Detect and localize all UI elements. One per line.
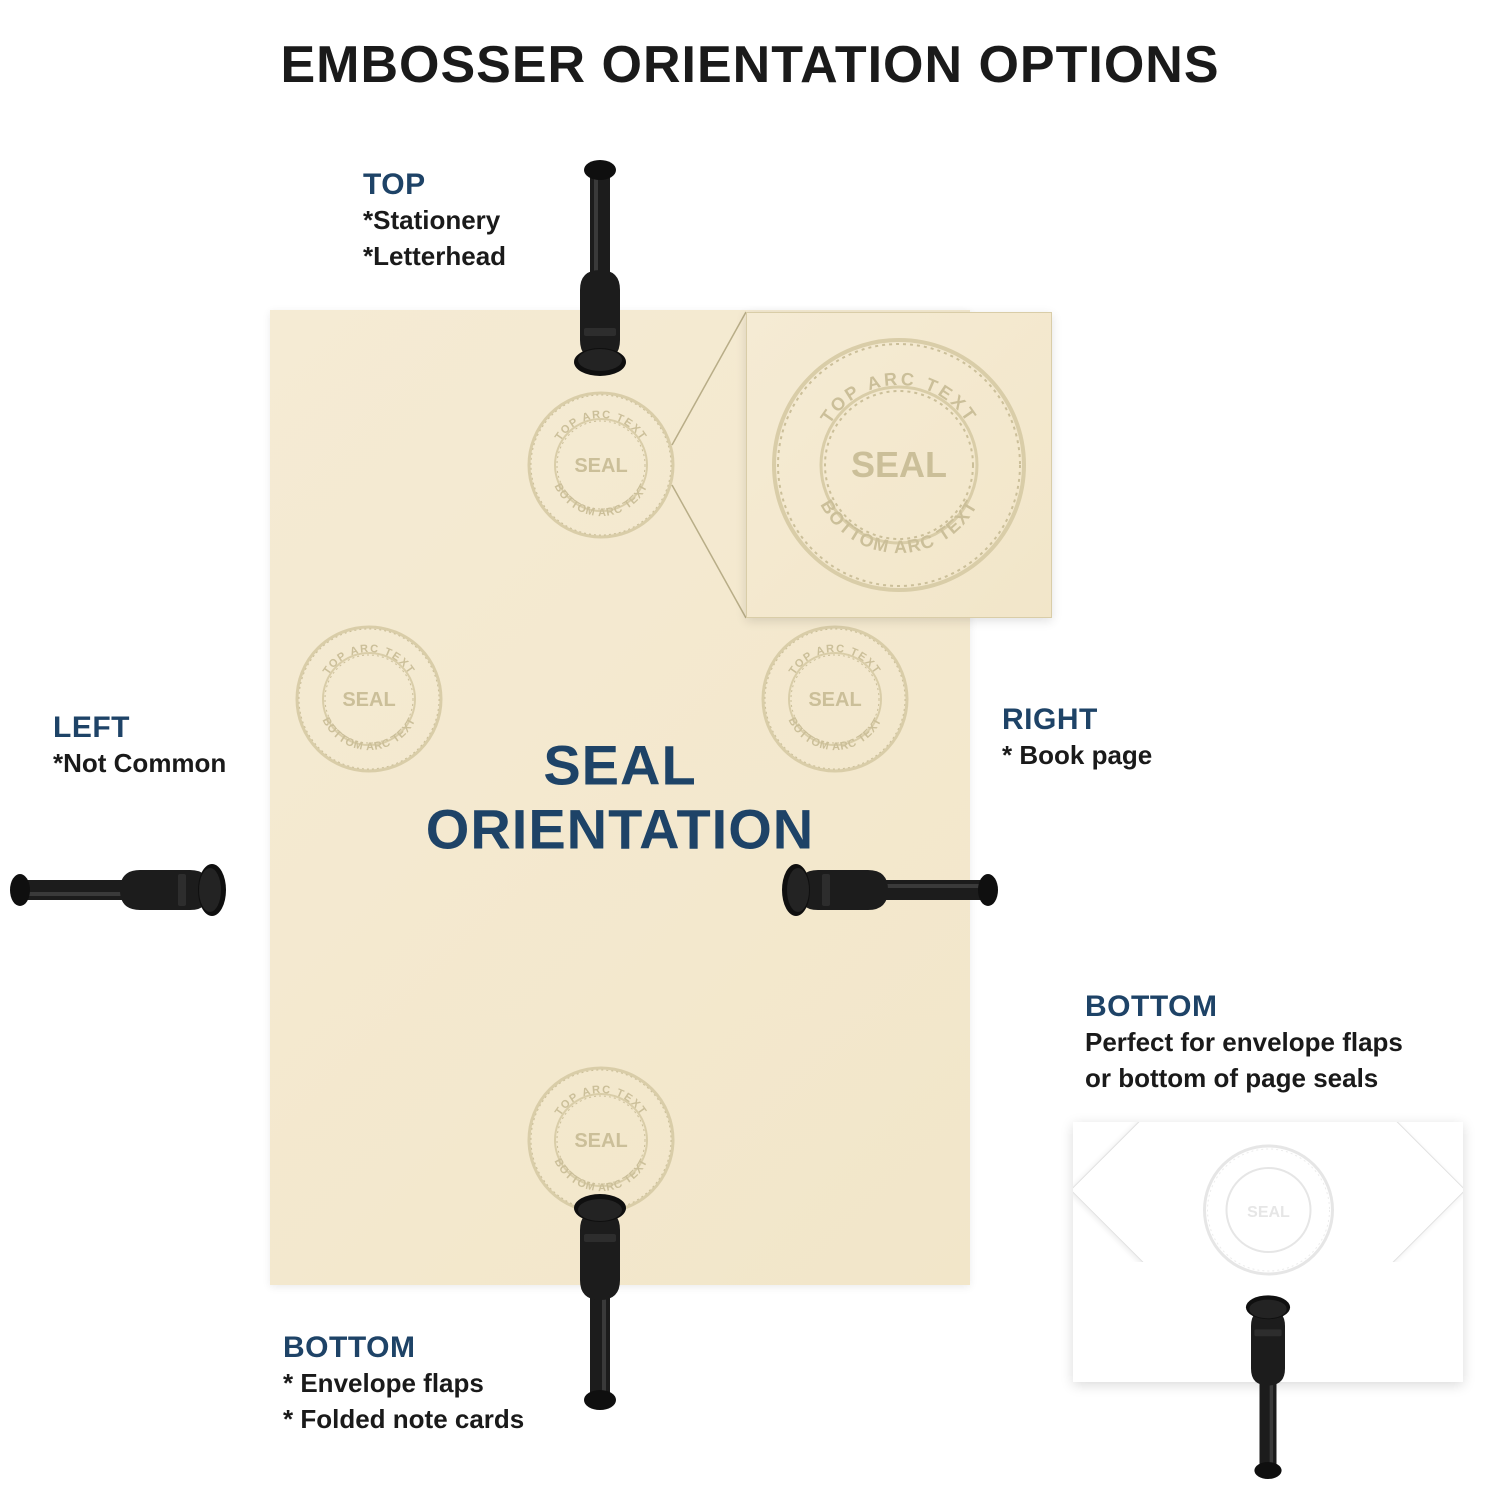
label-right: RIGHT * Book page (1002, 703, 1152, 773)
label-bottom-heading: BOTTOM (283, 1331, 524, 1365)
label-br-heading: BOTTOM (1085, 990, 1403, 1024)
label-left-heading: LEFT (53, 711, 226, 745)
label-br-line2: or bottom of page seals (1085, 1062, 1403, 1096)
embosser-tool-envelope (1243, 1275, 1294, 1479)
label-bottom-line2: * Folded note cards (283, 1403, 524, 1437)
label-top-line1: *Stationery (363, 204, 506, 238)
label-right-line1: * Book page (1002, 739, 1152, 773)
center-line1: SEAL (543, 733, 696, 796)
label-left: LEFT *Not Common (53, 711, 226, 781)
seal-impression-envelope (1201, 1142, 1336, 1277)
envelope-example (1073, 1122, 1463, 1422)
seal-impression-right (760, 624, 910, 774)
center-label: SEAL ORIENTATION (426, 733, 814, 862)
zoom-inset (746, 312, 1052, 618)
label-top: TOP *Stationery *Letterhead (363, 168, 506, 274)
center-line2: ORIENTATION (426, 798, 814, 861)
seal-impression-top (526, 390, 676, 540)
label-br-line1: Perfect for envelope flaps (1085, 1026, 1403, 1060)
embosser-tool-left (10, 860, 250, 920)
seal-impression-left (294, 624, 444, 774)
page-title: EMBOSSER ORIENTATION OPTIONS (0, 35, 1500, 95)
label-top-heading: TOP (363, 168, 506, 202)
label-bottom: BOTTOM * Envelope flaps * Folded note ca… (283, 1331, 524, 1437)
label-bottom-line1: * Envelope flaps (283, 1367, 524, 1401)
embosser-tool-top (570, 160, 630, 400)
label-top-line2: *Letterhead (363, 240, 506, 274)
seal-impression-zoom (769, 335, 1029, 595)
label-left-line1: *Not Common (53, 747, 226, 781)
label-right-heading: RIGHT (1002, 703, 1152, 737)
embosser-tool-right (758, 860, 998, 920)
label-bottom-right: BOTTOM Perfect for envelope flaps or bot… (1085, 990, 1403, 1096)
embosser-tool-bottom (570, 1170, 630, 1410)
